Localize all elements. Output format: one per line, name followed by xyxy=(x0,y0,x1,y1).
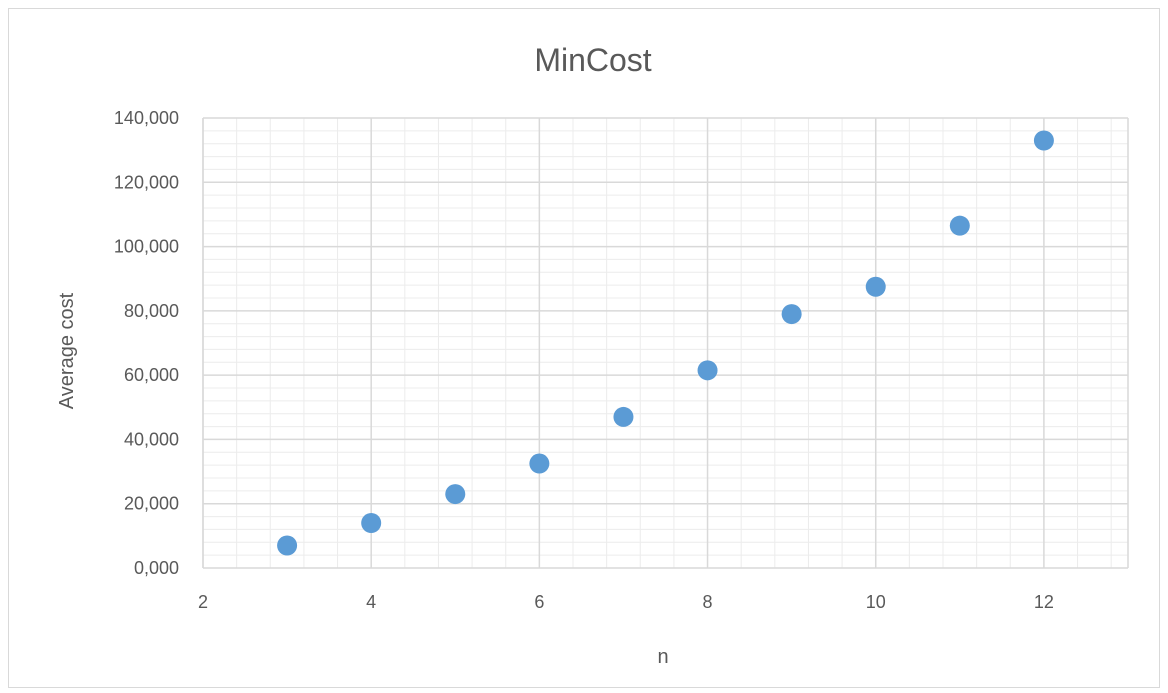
data-point xyxy=(781,304,802,325)
x-tick-label: 2 xyxy=(198,592,208,612)
data-point xyxy=(529,453,550,474)
y-tick-label: 140,000 xyxy=(114,108,179,128)
x-tick-label: 10 xyxy=(866,592,886,612)
chart-title: MinCost xyxy=(534,42,651,78)
data-points xyxy=(277,130,1054,556)
x-axis-tick-labels: 2 4 6 8 10 12 xyxy=(198,592,1054,612)
data-point xyxy=(445,484,466,505)
data-point xyxy=(1033,130,1054,151)
data-point xyxy=(361,513,382,533)
scatter-chart: MinCost 2 4 6 8 10 12 0,000 20,000 40,000 60,000… xyxy=(56,42,1129,668)
y-axis-title: Average cost xyxy=(56,292,78,409)
x-tick-label: 4 xyxy=(366,592,376,612)
y-tick-label: 100,000 xyxy=(114,237,179,257)
data-point xyxy=(949,215,970,236)
x-tick-label: 6 xyxy=(534,592,544,612)
y-tick-label: 40,000 xyxy=(124,429,179,449)
minor-gridlines xyxy=(202,117,1128,569)
major-gridlines xyxy=(202,117,1129,569)
x-tick-label: 12 xyxy=(1034,592,1054,612)
y-tick-label: 20,000 xyxy=(124,494,179,514)
data-point xyxy=(697,360,718,381)
y-axis-tick-labels: 0,000 20,000 40,000 60,000 80,000 100,000 120,… xyxy=(114,108,179,578)
data-point xyxy=(613,406,634,427)
chart-area: MinCost 2 4 6 8 10 12 0,000 20,000 40,000 60,000… xyxy=(8,8,1160,688)
data-point xyxy=(865,276,886,297)
x-tick-label: 8 xyxy=(703,592,713,612)
y-tick-label: 120,000 xyxy=(114,172,179,192)
data-point xyxy=(277,535,298,556)
y-tick-label: 80,000 xyxy=(124,301,179,321)
y-tick-label: 0,000 xyxy=(134,558,179,578)
x-axis-title: n xyxy=(657,646,668,668)
y-tick-label: 60,000 xyxy=(124,365,179,385)
